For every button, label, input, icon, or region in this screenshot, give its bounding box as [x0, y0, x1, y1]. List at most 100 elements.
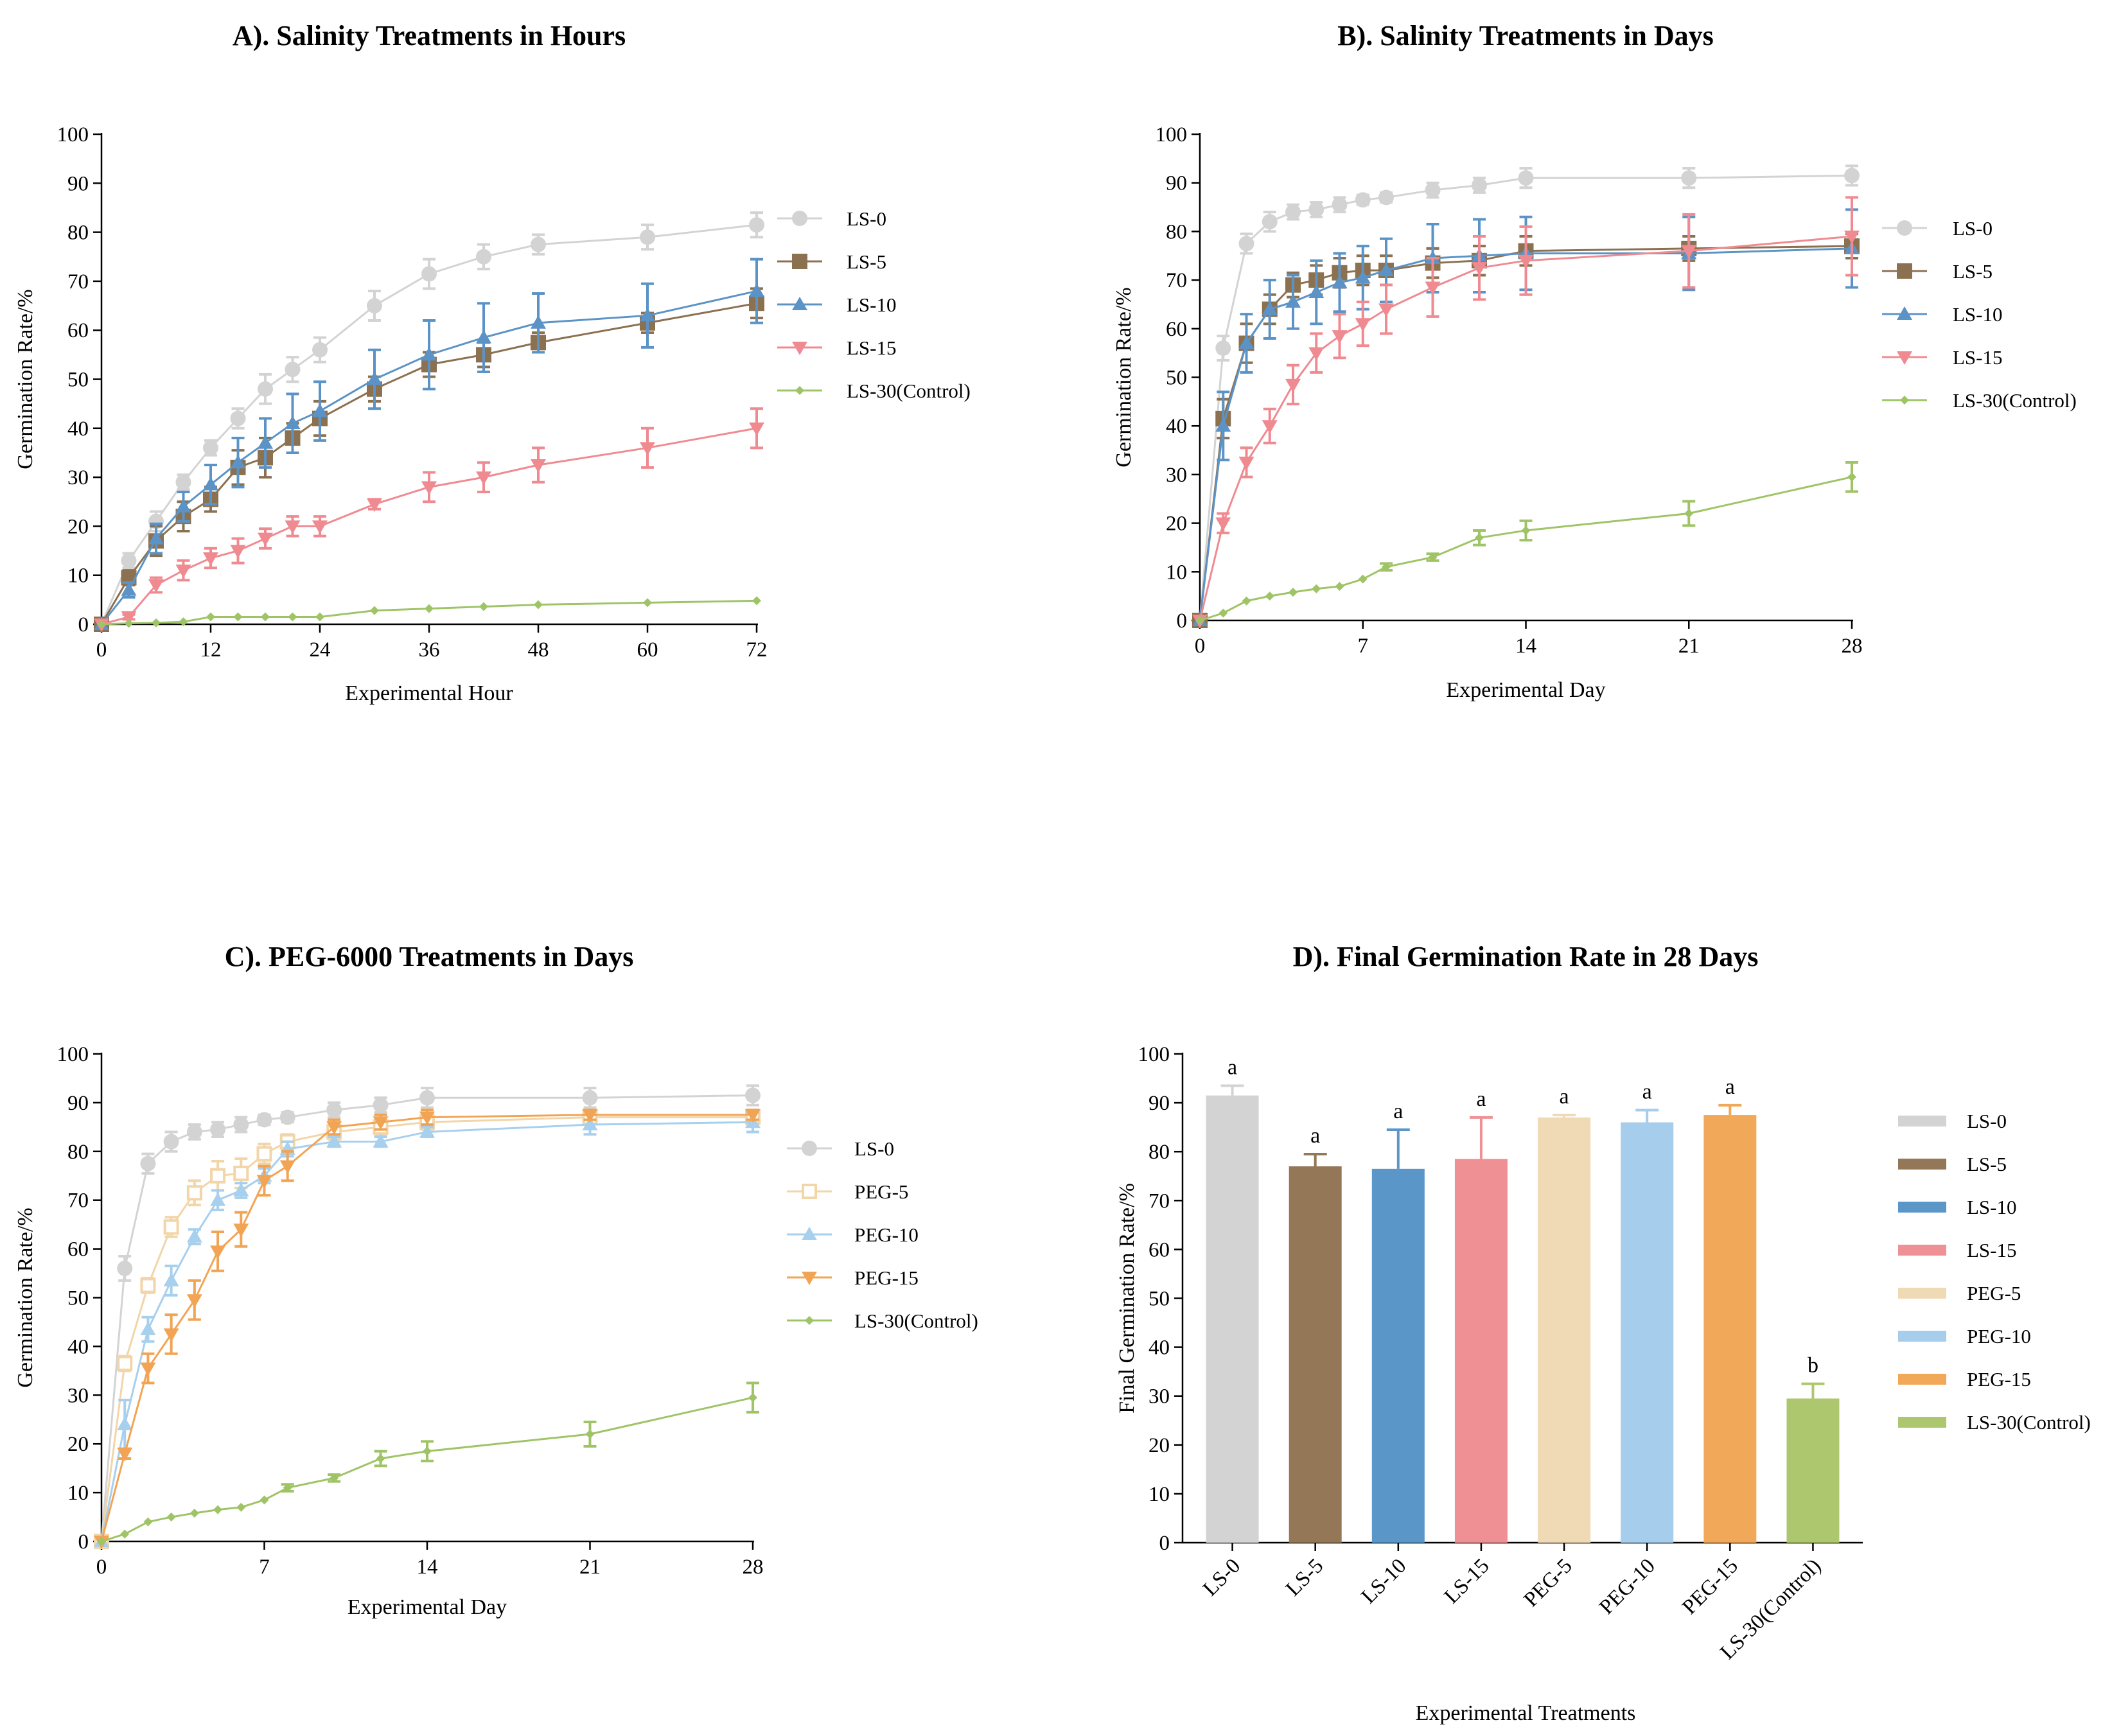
data-point: [749, 422, 764, 436]
data-point: [163, 1272, 179, 1286]
x-tick-label: LS-15: [1440, 1554, 1494, 1608]
data-point: [186, 1229, 202, 1243]
legend-label: LS-15: [1953, 346, 2003, 369]
bar-ls-30-control: [1786, 1398, 1840, 1543]
data-point: [1335, 582, 1344, 592]
legend-marker: [802, 1272, 817, 1285]
data-point: [1262, 301, 1278, 315]
legend-label: PEG-10: [1967, 1325, 2031, 1347]
data-point: [1262, 214, 1278, 230]
data-point: [419, 1090, 435, 1106]
series-ls-30-control: [97, 1381, 759, 1546]
y-axis-label: Germination Rate/%: [13, 289, 37, 469]
x-tick-label: 14: [1515, 635, 1536, 658]
significance-label: b: [1808, 1354, 1818, 1378]
data-point: [233, 1117, 249, 1133]
data-point: [312, 342, 328, 358]
series-ls-0: [1192, 164, 1860, 628]
legend-label: LS-5: [847, 250, 886, 273]
data-point: [140, 1277, 156, 1293]
y-tick-label: 10: [67, 1482, 89, 1505]
x-tick-label: 72: [746, 638, 768, 662]
legend-label: LS-30(Control): [847, 380, 971, 402]
data-point: [1332, 330, 1348, 344]
y-tick-label: 10: [1148, 1483, 1170, 1506]
series-peg-15: [94, 1109, 761, 1549]
data-point: [1844, 230, 1860, 244]
data-point: [1475, 533, 1484, 543]
legend-label: LS-0: [854, 1137, 894, 1160]
legend-marker: [802, 1184, 817, 1199]
data-point: [1425, 182, 1441, 198]
series-line: [100, 1116, 753, 1542]
data-point: [1289, 588, 1298, 597]
data-point: [189, 1508, 199, 1518]
series-line: [1199, 476, 1852, 622]
y-tick-label: 100: [57, 1043, 89, 1066]
significance-label: a: [1560, 1085, 1569, 1109]
series-ls-30-control: [97, 596, 761, 629]
data-point: [203, 440, 218, 456]
data-point: [531, 315, 546, 329]
series-line: [100, 1121, 753, 1542]
data-point: [367, 298, 382, 314]
legend-label: PEG-15: [854, 1267, 919, 1289]
data-point: [256, 1175, 272, 1189]
data-point: [124, 618, 134, 628]
significance-label: a: [1310, 1124, 1320, 1148]
data-point: [97, 620, 106, 629]
data-point: [582, 1117, 598, 1131]
data-point: [326, 1134, 342, 1148]
bar-ls-15: [1454, 1159, 1508, 1543]
data-point: [175, 474, 191, 490]
data-point: [1847, 472, 1856, 482]
y-tick-label: 100: [1138, 1043, 1170, 1066]
y-tick-label: 20: [67, 1433, 89, 1456]
data-point: [643, 598, 652, 608]
legend-marker: [795, 386, 804, 395]
data-point: [1215, 340, 1231, 356]
data-point: [230, 410, 246, 426]
data-point: [117, 1260, 133, 1276]
y-tick-label: 50: [1148, 1288, 1170, 1311]
data-point: [233, 1182, 249, 1197]
legend-label: LS-0: [1967, 1110, 2007, 1132]
data-point: [163, 1134, 179, 1150]
y-tick-label: 30: [1166, 464, 1187, 487]
x-tick-label: 0: [96, 638, 107, 662]
data-point: [419, 1111, 435, 1125]
chart-title: D). Final Germination Rate in 28 Days: [1293, 941, 1759, 972]
legend-label: LS-5: [1953, 260, 1993, 283]
panel-d: D). Final Germination Rate in 28 Days 0 10…: [1115, 941, 2091, 1725]
y-tick-label: 10: [67, 565, 89, 588]
legend-swatch: [1898, 1116, 1946, 1127]
x-tick-label: LS-0: [1199, 1554, 1245, 1600]
legend-swatch: [1898, 1331, 1946, 1342]
legend-marker: [1897, 306, 1912, 320]
y-axis-label: Germination Rate/%: [13, 1207, 37, 1387]
data-point: [258, 435, 273, 449]
data-point: [745, 1087, 761, 1103]
data-point: [326, 1102, 342, 1118]
y-tick-label: 90: [67, 172, 89, 195]
data-point: [531, 236, 546, 252]
data-point: [230, 545, 246, 559]
y-tick-label: 70: [67, 1189, 89, 1213]
legend-swatch: [1898, 1202, 1946, 1213]
y-axis-label: Germination Rate/%: [1112, 287, 1136, 467]
data-point: [1308, 285, 1324, 299]
y-tick-label: 0: [78, 1530, 89, 1554]
legend-marker: [805, 1316, 814, 1325]
data-point: [233, 612, 243, 622]
legend-label: LS-15: [1967, 1239, 2017, 1261]
data-point: [1521, 525, 1531, 535]
data-point: [1238, 456, 1254, 470]
legend-label: LS-5: [1967, 1153, 2007, 1175]
y-axis-label: Final Germination Rate/%: [1115, 1183, 1139, 1414]
significance-label: a: [1393, 1100, 1403, 1123]
data-point: [1355, 270, 1371, 284]
significance-label: a: [1725, 1075, 1735, 1099]
data-point: [1681, 245, 1697, 259]
legend-label: PEG-5: [1967, 1282, 2021, 1304]
legend-label: PEG-15: [1967, 1368, 2031, 1390]
